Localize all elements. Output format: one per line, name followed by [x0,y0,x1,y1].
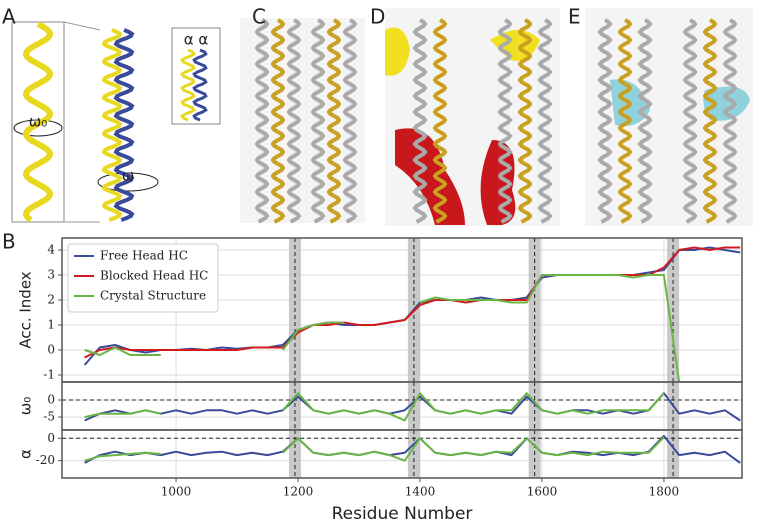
series-line [84,392,665,422]
x-tick-label: 1200 [283,485,314,499]
helix [180,48,196,122]
x-tick-label: 1800 [649,485,680,499]
annotation: α α [184,31,209,49]
panel-label: E [568,5,581,29]
y-tick-label: -20 [36,453,55,467]
helix [597,18,613,224]
y-axis-label: α [17,449,35,459]
helix [113,28,135,222]
x-tick-label: 1600 [527,485,558,499]
structure-panels [11,8,753,226]
helix [412,18,428,224]
y-tick-label: 0 [47,393,55,407]
helix [22,21,54,223]
helix [286,18,302,224]
helix [310,18,326,224]
y-axis-label: Acc. Index [17,271,35,348]
series-line [84,274,681,382]
x-tick-label: 1000 [161,485,192,499]
helix [342,18,358,224]
y-tick-label: -1 [43,368,55,382]
helix [637,18,653,224]
panel-label: D [370,5,385,29]
annotation: ω₀ [29,113,48,131]
legend-label: Crystal Structure [100,289,206,303]
x-tick-label: 1400 [405,485,436,499]
panel-label: A [2,5,16,29]
annotation: ω [122,167,135,185]
omega-ring [97,172,159,192]
y-tick-label: -5 [43,410,55,424]
series-line [84,436,665,462]
panel-label: C [252,5,266,29]
axes-frame [61,429,743,479]
helix [617,18,633,224]
series-line [84,246,741,359]
legend-label: Free Head HC [100,249,188,263]
y-axis-label: ω₀ [17,397,35,416]
legend-box [67,243,219,313]
omega-ring [13,119,63,137]
panel-label: B [2,230,16,254]
helix [722,18,738,224]
y-tick-label: 0 [47,431,55,445]
helix [254,18,270,224]
y-tick-label: 3 [47,268,55,282]
y-tick-label: 0 [47,343,55,357]
helix [326,18,342,224]
helix [101,28,123,222]
legend-label: Blocked Head HC [100,269,208,283]
helix [497,18,513,224]
helix [432,18,448,224]
y-tick-label: 2 [47,293,55,307]
x-axis-label: Residue Number [332,504,473,524]
series-line [84,435,741,464]
helix [682,18,698,224]
helix [192,48,208,122]
helix [702,18,718,224]
y-tick-label: 1 [47,318,55,332]
helix [270,18,286,224]
series-line [84,392,741,422]
zoom-line [63,21,101,31]
helix [517,18,533,224]
helix [537,18,553,224]
density-yellow [385,27,540,76]
y-tick-label: 4 [47,243,55,257]
